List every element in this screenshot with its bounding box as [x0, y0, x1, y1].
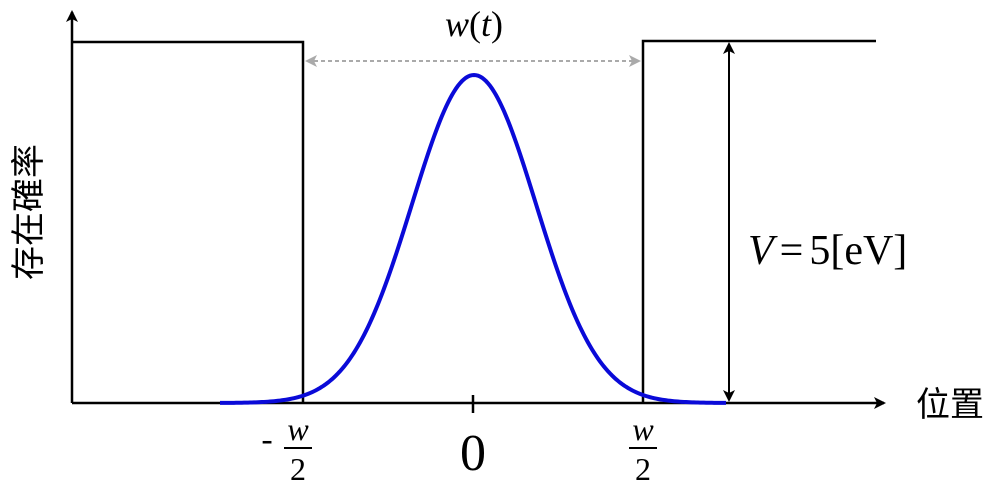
tick-label-positive-half-width: w 2	[629, 411, 657, 487]
probability-density-curve	[219, 72, 727, 405]
y-axis-label: 存在確率	[9, 144, 49, 280]
left-potential-wall	[72, 40, 305, 403]
svg-text:-: -	[261, 421, 272, 458]
potential-label: V = 5[eV]	[748, 228, 907, 274]
svg-text:w: w	[287, 411, 309, 447]
right-potential-wall	[641, 39, 876, 403]
svg-text:2: 2	[290, 451, 306, 487]
svg-text:w: w	[632, 411, 654, 447]
tick-label-negative-half-width: - w 2	[261, 411, 312, 487]
width-label: w(t)	[445, 4, 503, 44]
tick-label-zero: 0	[460, 425, 486, 482]
svg-text:2: 2	[635, 451, 651, 487]
x-axis-label: 位置	[916, 385, 984, 425]
